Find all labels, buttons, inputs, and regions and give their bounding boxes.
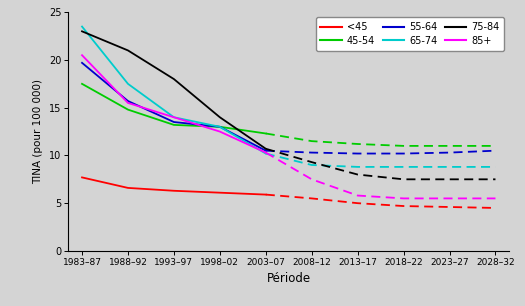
X-axis label: Période: Période bbox=[267, 272, 311, 285]
Y-axis label: TINA (pour 100 000): TINA (pour 100 000) bbox=[33, 79, 43, 184]
Legend: <45, 45-54, 55-64, 65-74, 75-84, 85+: <45, 45-54, 55-64, 65-74, 75-84, 85+ bbox=[316, 17, 505, 51]
